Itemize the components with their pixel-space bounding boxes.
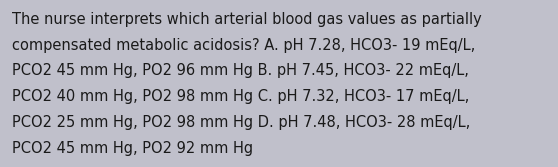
Text: PCO2 45 mm Hg, PO2 92 mm Hg: PCO2 45 mm Hg, PO2 92 mm Hg xyxy=(12,141,253,156)
Text: compensated metabolic acidosis? A. pH 7.28, HCO3- 19 mEq/L,: compensated metabolic acidosis? A. pH 7.… xyxy=(12,38,475,53)
Text: The nurse interprets which arterial blood gas values as partially: The nurse interprets which arterial bloo… xyxy=(12,12,482,27)
Text: PCO2 45 mm Hg, PO2 96 mm Hg B. pH 7.45, HCO3- 22 mEq/L,: PCO2 45 mm Hg, PO2 96 mm Hg B. pH 7.45, … xyxy=(12,63,469,78)
Text: PCO2 40 mm Hg, PO2 98 mm Hg C. pH 7.32, HCO3- 17 mEq/L,: PCO2 40 mm Hg, PO2 98 mm Hg C. pH 7.32, … xyxy=(12,89,469,104)
Text: PCO2 25 mm Hg, PO2 98 mm Hg D. pH 7.48, HCO3- 28 mEq/L,: PCO2 25 mm Hg, PO2 98 mm Hg D. pH 7.48, … xyxy=(12,115,470,130)
